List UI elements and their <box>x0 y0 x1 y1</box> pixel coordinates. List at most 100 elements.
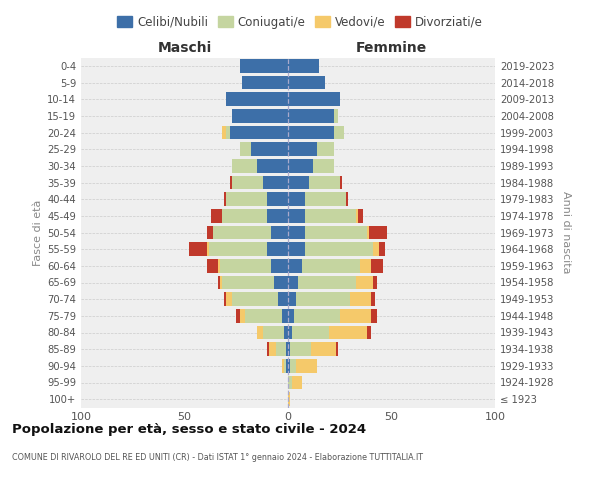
Bar <box>275 342 286 356</box>
Bar <box>288 209 305 222</box>
Bar <box>242 76 288 90</box>
Bar <box>288 142 317 156</box>
Bar <box>284 359 286 372</box>
Bar <box>286 359 288 372</box>
Bar <box>245 309 282 322</box>
Bar <box>224 192 226 206</box>
Y-axis label: Fasce di età: Fasce di età <box>33 200 43 266</box>
Text: Maschi: Maschi <box>157 41 212 55</box>
Bar <box>288 126 334 140</box>
Bar <box>335 342 338 356</box>
Bar <box>288 192 305 206</box>
Bar <box>241 309 245 322</box>
Bar <box>288 76 325 90</box>
Bar <box>288 242 305 256</box>
Bar <box>220 276 222 289</box>
Text: COMUNE DI RIVAROLO DEL RE ED UNITI (CR) - Dati ISTAT 1° gennaio 2024 - Elaborazi: COMUNE DI RIVAROLO DEL RE ED UNITI (CR) … <box>12 452 423 462</box>
Bar <box>222 276 274 289</box>
Bar <box>230 176 232 190</box>
Bar <box>232 176 263 190</box>
Bar <box>294 309 340 322</box>
Bar <box>288 59 319 72</box>
Bar <box>232 109 288 122</box>
Bar <box>282 309 288 322</box>
Bar <box>268 242 288 256</box>
Bar <box>220 259 271 272</box>
Text: Femmine: Femmine <box>356 41 427 55</box>
Bar <box>222 126 226 140</box>
Bar <box>371 292 375 306</box>
Bar <box>317 142 334 156</box>
Bar <box>226 292 232 306</box>
Bar <box>271 259 288 272</box>
Bar <box>288 342 290 356</box>
Bar <box>218 276 220 289</box>
Bar <box>288 359 290 372</box>
Bar <box>358 209 362 222</box>
Bar <box>241 142 251 156</box>
Bar <box>292 376 302 390</box>
Bar <box>371 259 383 272</box>
Bar <box>209 242 268 256</box>
Bar <box>305 192 346 206</box>
Bar <box>340 176 342 190</box>
Bar <box>211 209 222 222</box>
Bar <box>373 242 379 256</box>
Bar <box>263 326 284 340</box>
Bar <box>257 326 263 340</box>
Bar <box>329 326 367 340</box>
Bar <box>226 126 230 140</box>
Y-axis label: Anni di nascita: Anni di nascita <box>561 191 571 274</box>
Bar <box>298 276 356 289</box>
Bar <box>309 176 340 190</box>
Bar <box>288 92 340 106</box>
Bar <box>282 359 284 372</box>
Bar <box>218 259 220 272</box>
Bar <box>278 292 288 306</box>
Bar <box>334 109 338 122</box>
Bar <box>222 209 268 222</box>
Bar <box>346 192 348 206</box>
Bar <box>269 342 275 356</box>
Bar <box>288 276 298 289</box>
Bar <box>288 259 302 272</box>
Bar <box>257 159 288 172</box>
Bar <box>288 226 305 239</box>
Bar <box>274 276 288 289</box>
Bar <box>367 226 369 239</box>
Bar <box>263 176 288 190</box>
Bar <box>313 159 334 172</box>
Bar <box>371 309 377 322</box>
Bar <box>356 209 358 222</box>
Bar <box>305 226 367 239</box>
Bar <box>271 226 288 239</box>
Legend: Celibi/Nubili, Coniugati/e, Vedovi/e, Divorziati/e: Celibi/Nubili, Coniugati/e, Vedovi/e, Di… <box>112 11 488 34</box>
Bar <box>288 392 290 406</box>
Bar <box>305 209 356 222</box>
Bar <box>226 92 288 106</box>
Bar <box>241 59 288 72</box>
Bar <box>350 292 371 306</box>
Bar <box>334 126 344 140</box>
Bar <box>305 242 373 256</box>
Bar <box>292 326 329 340</box>
Bar <box>311 342 335 356</box>
Bar <box>288 159 313 172</box>
Bar <box>236 309 241 322</box>
Bar <box>232 292 278 306</box>
Bar <box>284 326 288 340</box>
Bar <box>290 342 311 356</box>
Bar <box>230 126 288 140</box>
Bar <box>188 242 207 256</box>
Bar <box>288 292 296 306</box>
Bar <box>288 376 292 390</box>
Bar <box>296 359 317 372</box>
Text: Popolazione per età, sesso e stato civile - 2024: Popolazione per età, sesso e stato civil… <box>12 422 366 436</box>
Bar <box>268 342 269 356</box>
Bar <box>340 309 371 322</box>
Bar <box>290 359 296 372</box>
Bar <box>367 326 371 340</box>
Bar <box>296 292 350 306</box>
Bar <box>288 309 294 322</box>
Bar <box>232 159 257 172</box>
